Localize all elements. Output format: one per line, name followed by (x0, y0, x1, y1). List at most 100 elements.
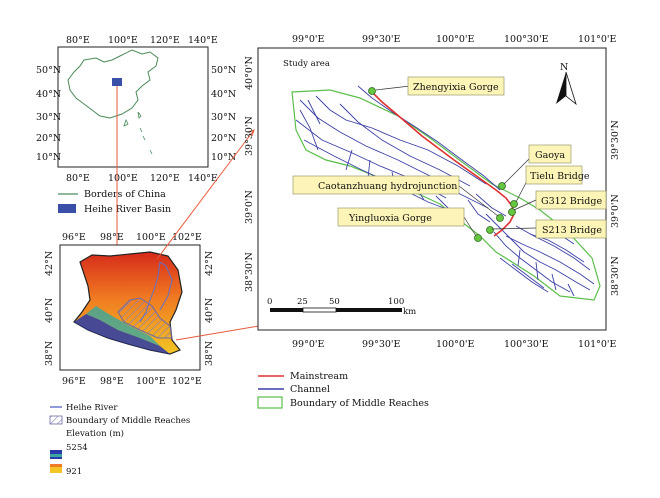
tick-label: 99°0'E (292, 34, 324, 45)
tick-label: 39°30'N (244, 116, 255, 156)
china-islands (123, 111, 142, 127)
label-box (525, 165, 583, 185)
china-top-ticks: 80°E 100°E 120°E 140°E (66, 35, 218, 46)
label-box (535, 190, 607, 210)
legend-elev-low-swatch (50, 464, 62, 473)
tick-label: 140°E (188, 35, 218, 46)
station-s213 (486, 226, 494, 234)
basin-mid-teal (86, 306, 160, 346)
label-tielu: Tielu Bridge (530, 171, 590, 182)
tick-label: 99°30'E (362, 339, 401, 350)
tick-label: 100°0'E (436, 339, 475, 350)
tick-label: 140°E (188, 173, 218, 184)
tick-label: 96°E (62, 232, 86, 243)
china-right-ticks: 50°N 40°N 30°N 20°N 10°N (211, 65, 236, 163)
basin-top-ticks: 96°E 98°E 100°E 102°E (62, 232, 202, 243)
legend-boundary-swatch (257, 396, 283, 409)
legend-boundary-label: Boundary of Middle Reaches (66, 416, 190, 426)
tick-label: 100°0'E (436, 34, 475, 45)
connector-line (156, 129, 255, 260)
legend-elevation-title: Elevation (m) (66, 428, 124, 439)
south-sea-islands (139, 127, 153, 155)
tick-label: 38°N (204, 341, 215, 366)
label-zhengyixia: Zhengyixia Gorge (413, 82, 499, 93)
legend-borders-label: Borders of China (84, 189, 166, 200)
tick-label: 101°0'E (578, 339, 617, 350)
north-arrow: N (556, 62, 577, 106)
station-g312 (508, 208, 516, 216)
main-left-ticks: 40°0'N 39°30'N 39°0'N 38°30'N (244, 56, 255, 292)
label-g312: G312 Bridge (541, 196, 602, 207)
study-area-title: Study area (283, 59, 330, 69)
tick-label: 20°N (36, 133, 61, 144)
legend-elev-high-label: 5254 (66, 443, 88, 453)
scale-label: 25 (297, 297, 308, 307)
tick-label: 100°E (108, 173, 138, 184)
tick-label: 100°E (136, 376, 166, 387)
mainstream-river (371, 91, 515, 237)
tick-label: 10°N (36, 152, 61, 163)
station-tielu (510, 200, 518, 208)
tick-label: 10°N (211, 152, 236, 163)
tick-label: 99°0'E (292, 339, 324, 350)
tick-label: 98°E (100, 376, 124, 387)
main-right-ticks: 39°30'N 39°0'N 38°30'N (610, 120, 621, 296)
connector-arrowhead (247, 129, 255, 137)
tick-label: 120°E (150, 173, 180, 184)
scale-label: 100 (388, 297, 404, 307)
tick-label: 102°E (172, 232, 202, 243)
scale-segment (336, 308, 402, 312)
tick-label: 96°E (62, 376, 86, 387)
tick-label: 30°N (211, 112, 236, 123)
station-yingluoxia (474, 234, 482, 242)
main-top-ticks: 99°0'E 99°30'E 100°0'E 100°30'E 101°0'E (292, 34, 617, 45)
tick-label: 100°30'E (504, 339, 549, 350)
inset-china: 80°E 100°E 120°E 140°E 80°E 100°E 120°E … (36, 35, 236, 215)
legend-mainstream-label: Mainstream (290, 371, 348, 382)
label-caotanzhuang: Caotanzhuang hydrojunction (318, 181, 457, 192)
legend-river-label: Heihe River (66, 403, 118, 413)
tick-label: 80°E (66, 173, 90, 184)
tick-label: 100°30'E (504, 34, 549, 45)
legend-basin-swatch (58, 204, 76, 213)
inset-basin: 96°E 98°E 100°E 102°E 96°E 98°E 100°E 10… (44, 232, 215, 477)
tick-label: 80°E (66, 35, 90, 46)
tick-label: 40°N (36, 89, 61, 100)
station-gaoya (498, 182, 506, 190)
tick-label: 39°30'N (610, 120, 621, 160)
legend-elev-low-label: 921 (66, 467, 82, 477)
tick-label: 101°0'E (578, 34, 617, 45)
label-box (535, 219, 607, 239)
label-gaoya: Gaoya (535, 150, 565, 161)
tick-label: 102°E (172, 376, 202, 387)
basin-lowland-blue (74, 314, 170, 354)
label-yingluoxia: Yingluoxia Gorge (348, 213, 432, 224)
scale-segment (302, 307, 337, 313)
scale-unit: km (403, 307, 416, 317)
label-box (292, 175, 460, 195)
main-bottom-ticks: 99°0'E 99°30'E 100°0'E 100°30'E 101°0'E (292, 339, 617, 350)
station-points (368, 87, 518, 242)
label-s213: S213 Bridge (542, 225, 602, 236)
heihe-river-inset (139, 261, 173, 323)
china-left-ticks: 50°N 40°N 30°N 20°N 10°N (36, 65, 61, 163)
scale-bar: 0 25 50 100 km (267, 297, 416, 317)
tick-label: 42°N (204, 251, 215, 276)
legend-elev-low-band (50, 464, 62, 467)
main-map: Zhengyixia Gorge Gaoya Tielu Bridge Caot… (244, 34, 621, 409)
middle-reaches-outline (291, 89, 601, 301)
china-border (67, 49, 159, 119)
tick-label: 40°N (204, 298, 215, 323)
tick-label: 42°N (44, 251, 55, 276)
channel-network (295, 85, 595, 297)
tick-label: 38°30'N (610, 256, 621, 296)
heihe-basin-location (112, 78, 122, 86)
tick-label: 50°N (211, 65, 236, 76)
station-zhengyixia (368, 87, 376, 95)
legend-channel-label: Channel (290, 384, 330, 395)
tick-label: 40°0'N (244, 56, 255, 90)
tick-label: 38°N (44, 341, 55, 366)
basin-right-ticks: 42°N 40°N 38°N (204, 251, 215, 366)
tick-label: 30°N (36, 112, 61, 123)
